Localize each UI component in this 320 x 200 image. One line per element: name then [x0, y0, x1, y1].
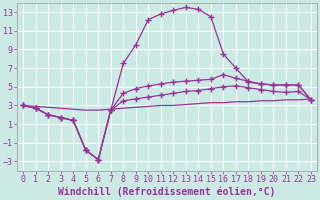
- X-axis label: Windchill (Refroidissement éolien,°C): Windchill (Refroidissement éolien,°C): [58, 187, 276, 197]
